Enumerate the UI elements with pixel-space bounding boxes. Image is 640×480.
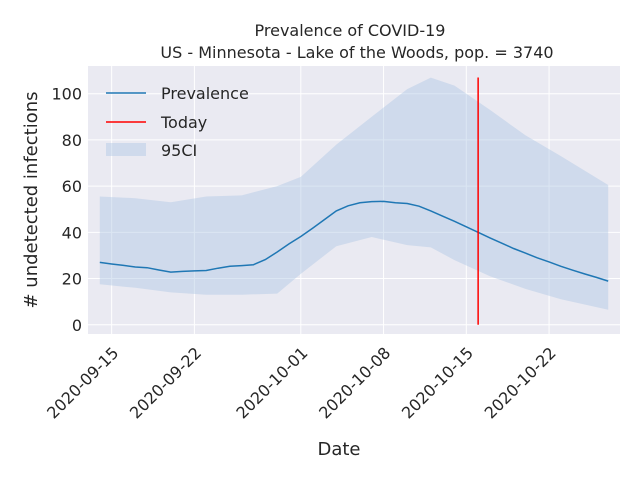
x-tick-label: 2020-10-08 (315, 343, 394, 422)
legend-today-label: Today (160, 113, 207, 132)
x-tick-label: 2020-09-22 (126, 343, 205, 422)
ci-band (99, 77, 609, 310)
chart-title: Prevalence of COVID-19 (255, 21, 446, 40)
x-axis-label: Date (317, 439, 360, 460)
y-tick-label: 0 (72, 316, 82, 335)
legend-ci-label: 95CI (161, 141, 197, 160)
chart-subtitle: US - Minnesota - Lake of the Woods, pop.… (160, 43, 553, 62)
legend-prevalence-label: Prevalence (161, 84, 249, 103)
y-tick-labels: 0 20 40 60 80 100 (51, 85, 82, 335)
prevalence-line (99, 200, 609, 282)
y-tick-label: 80 (62, 131, 82, 150)
y-axis-label: # undetected infections (21, 91, 42, 308)
x-tick-labels: 2020-09-15 2020-09-22 2020-10-01 2020-10-08… (43, 343, 560, 422)
y-tick-label: 20 (62, 270, 82, 289)
x-tick-label: 2020-10-22 (481, 343, 560, 422)
legend: Prevalence Today 95CI (106, 84, 249, 160)
legend-ci-swatch (106, 143, 146, 156)
x-tick-label: 2020-10-15 (398, 343, 477, 422)
y-tick-label: 100 (51, 85, 82, 104)
y-tick-label: 40 (62, 223, 82, 242)
x-tick-label: 2020-10-01 (232, 343, 311, 422)
grid-lines (88, 66, 620, 334)
plot-area (88, 66, 620, 334)
y-tick-label: 60 (62, 177, 82, 196)
x-tick-label: 2020-09-15 (43, 343, 122, 422)
